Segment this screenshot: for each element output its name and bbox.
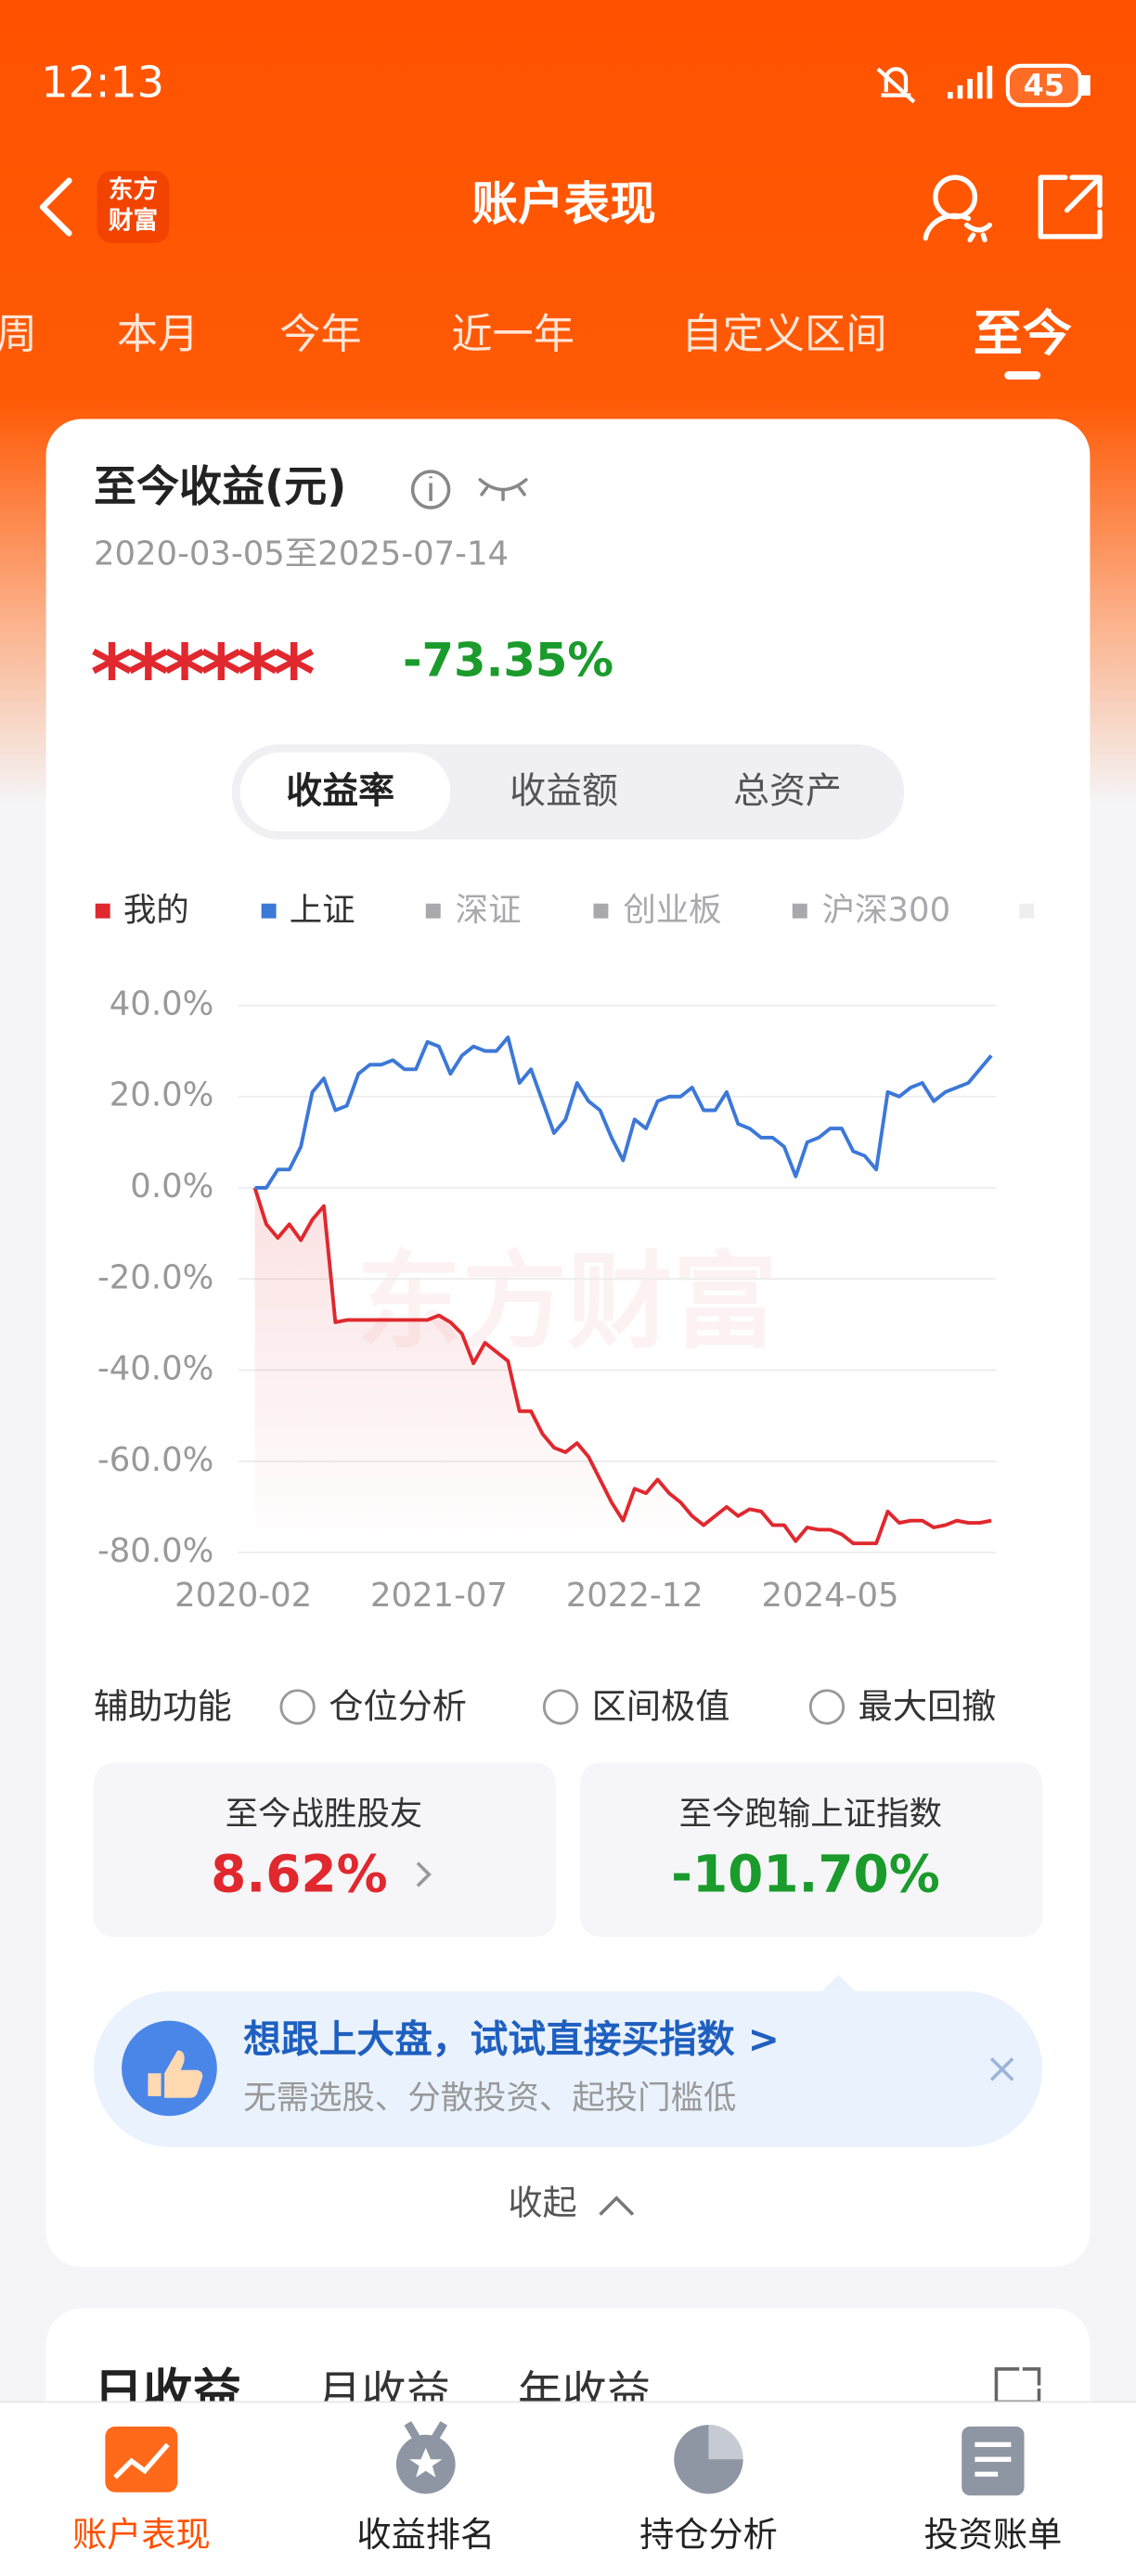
status-time: 12:13 <box>41 58 164 108</box>
chart: 东方财富40.0%20.0%0.0%-20.0%-40.0%-60.0%-80.… <box>97 985 997 1615</box>
tab[interactable]: 今年 <box>279 311 362 358</box>
option-label[interactable]: 仓位分析 <box>329 1686 467 1727</box>
share-button[interactable] <box>1038 174 1103 239</box>
summary-title: 至今收益(元) <box>94 461 346 511</box>
legend-swatch <box>425 903 441 919</box>
masked-amount: ****** <box>90 626 314 722</box>
option-label[interactable]: 最大回撤 <box>858 1686 997 1727</box>
collapse-button[interactable]: 收起 <box>508 2182 576 2222</box>
y-tick-label: -80.0% <box>97 1532 213 1570</box>
x-tick-label: 2022-12 <box>566 1577 704 1615</box>
nav-icons <box>105 2421 1025 2496</box>
segment[interactable]: 收益额 <box>510 771 618 813</box>
assist-options: 仓位分析 区间极值 最大回撤 <box>279 1686 997 1727</box>
promo-pointer <box>821 1975 856 1991</box>
radio[interactable] <box>808 1689 846 1725</box>
legend-label[interactable]: 我的 <box>123 892 189 930</box>
legend-label[interactable]: 深证 <box>456 892 522 930</box>
y-tick-label: -60.0% <box>97 1441 213 1479</box>
hide-toggle[interactable] <box>478 478 528 501</box>
logo-text: 东方 <box>109 175 158 204</box>
promo-banner[interactable] <box>93 1990 1043 2147</box>
logo <box>97 171 170 244</box>
stat-label: 至今战胜股友 <box>226 1795 423 1833</box>
status-icons <box>876 63 1091 108</box>
promo-title: 想跟上大盘，试试直接买指数 > <box>243 2017 780 2062</box>
page-title: 账户表现 <box>471 177 655 231</box>
legend-swatch <box>792 903 807 919</box>
x-tick-label: 2021-07 <box>370 1577 508 1615</box>
profile-button[interactable] <box>923 174 993 243</box>
tab[interactable]: 自定义区间 <box>681 311 886 358</box>
tab[interactable]: 周 <box>0 311 37 358</box>
segments: 收益率 收益额 总资产 <box>239 752 842 831</box>
close-button[interactable] <box>989 2057 1014 2081</box>
logo-text: 财富 <box>109 207 158 236</box>
tab-indicator <box>1004 371 1041 380</box>
thumb <box>148 2050 203 2098</box>
line <box>254 1035 993 1190</box>
stat-box <box>580 1762 1043 1938</box>
nav-label[interactable]: 收益排名 <box>356 2514 495 2555</box>
x-tick-label: 2020-02 <box>174 1577 312 1615</box>
nav-label[interactable]: 持仓分析 <box>639 2514 778 2555</box>
y-tick-label: -20.0% <box>97 1258 213 1296</box>
nav-label[interactable]: 投资账单 <box>924 2514 1063 2555</box>
tab[interactable]: 本月 <box>117 311 200 358</box>
caret <box>599 2196 635 2216</box>
legend: 我的 上证 深证 创业板 沪深300 <box>95 892 1035 930</box>
tab[interactable]: 至今 <box>974 305 1072 363</box>
info-icon[interactable] <box>410 470 451 509</box>
stat-label: 至今跑输上证指数 <box>679 1795 942 1833</box>
battery-level: 45 <box>1024 68 1065 103</box>
x-tick-label: 2024-05 <box>762 1577 899 1615</box>
stat-value: -101.70% <box>671 1845 940 1904</box>
assist-label: 辅助功能 <box>94 1686 232 1727</box>
period-tabs: 周 本月 今年 近一年 自定义区间 至今 <box>0 305 1072 380</box>
nav-labels: 账户表现 收益排名 持仓分析 投资账单 <box>72 2514 1062 2555</box>
promo-subtitle: 无需选股、分散投资、起投门槛低 <box>243 2080 736 2118</box>
back-button[interactable] <box>39 177 72 237</box>
y-tick-label: -40.0% <box>97 1350 213 1388</box>
legend-swatch <box>593 903 609 919</box>
bottom-nav <box>0 2402 1136 2576</box>
y-tick-label: 0.0% <box>130 1167 213 1205</box>
y-tick-label: 20.0% <box>110 1076 214 1114</box>
stat-value: 8.62% <box>211 1845 387 1904</box>
legend-label[interactable]: 上证 <box>290 892 355 930</box>
legend-label[interactable]: 创业板 <box>623 892 721 930</box>
tab[interactable]: 近一年 <box>451 311 574 358</box>
radio[interactable] <box>542 1689 579 1725</box>
stat-box[interactable] <box>93 1762 556 1938</box>
legend-swatch <box>95 903 110 919</box>
legend-label[interactable]: 沪深300 <box>822 892 950 930</box>
line <box>252 1187 992 1546</box>
radio[interactable] <box>279 1689 316 1725</box>
legend-swatch-faded <box>1019 903 1035 919</box>
segment[interactable]: 总资产 <box>733 771 842 813</box>
option-label[interactable]: 区间极值 <box>592 1686 730 1727</box>
legend-swatch <box>261 903 277 919</box>
date-range: 2020-03-05至2025-07-14 <box>94 535 509 573</box>
nav-label[interactable]: 账户表现 <box>72 2514 211 2555</box>
chevron <box>416 1861 432 1887</box>
y-tick-label: 40.0% <box>110 985 214 1023</box>
segment-active <box>239 752 451 831</box>
total-return: -73.35% <box>403 634 613 688</box>
area <box>254 1188 992 1553</box>
segment[interactable]: 收益率 <box>286 771 394 813</box>
